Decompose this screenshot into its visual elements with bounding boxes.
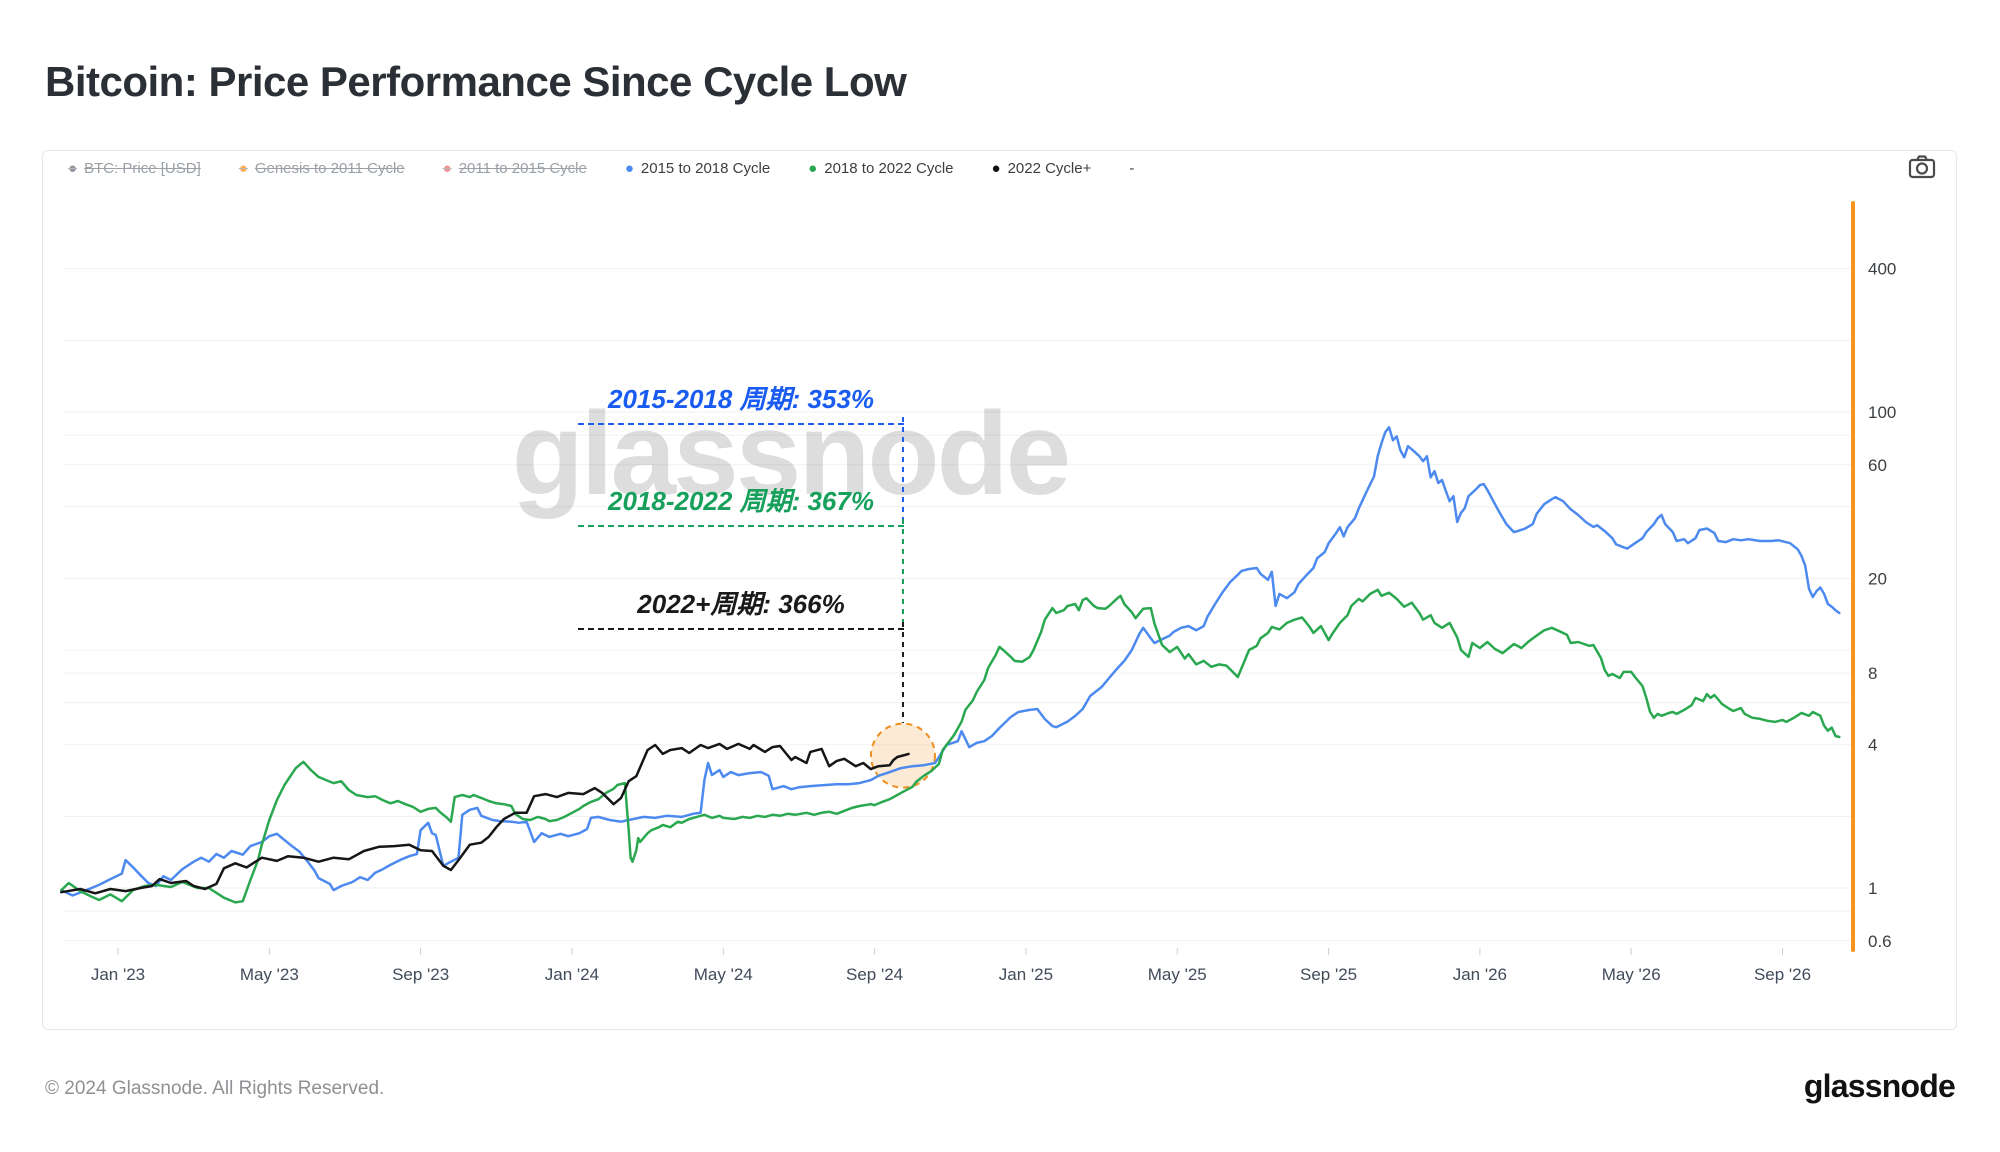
series-dot-icon: ● [624, 160, 634, 177]
x-tick-label: May '26 [1602, 965, 1661, 984]
x-tick-label: May '25 [1148, 965, 1207, 984]
legend-item-dash[interactable]: ●- [1129, 160, 1134, 177]
y-tick-label: 60 [1868, 456, 1887, 475]
x-tick-label: Sep '25 [1300, 965, 1357, 984]
annotation-2022-plus-cycle: 2022+周期: 366% [578, 584, 904, 630]
legend-item-2015-2018[interactable]: ● 2015 to 2018 Cycle [625, 160, 770, 177]
x-tick-label: Sep '24 [846, 965, 903, 984]
legend-label: 2011 to 2015 Cycle [458, 160, 587, 177]
legend-label: 2018 to 2022 Cycle [824, 160, 954, 177]
y-tick-label: 20 [1868, 569, 1887, 588]
gridlines [63, 268, 1853, 942]
legend-item-2011-2015[interactable]: ● 2011 to 2015 Cycle [443, 160, 587, 177]
legend-label: Genesis to 2011 Cycle [254, 160, 405, 177]
x-tick-label: Sep '26 [1754, 965, 1811, 984]
legend-label: 2015 to 2018 Cycle [640, 160, 771, 177]
legend-item-2018-2022[interactable]: ● 2018 to 2022 Cycle [808, 160, 953, 177]
chart-legend: ● BTC: Price [USD] ● Genesis to 2011 Cycle… [68, 160, 1134, 177]
annotation-2015-2018-cycle: 2015-2018 周期: 353% [578, 379, 904, 425]
series-dot-icon: ● [442, 160, 452, 177]
x-tick-label: May '23 [240, 965, 299, 984]
copyright-text: © 2024 Glassnode. All Rights Reserved. [45, 1078, 385, 1099]
x-tick-label: Jan '23 [91, 965, 145, 984]
y-tick-label: 1 [1868, 879, 1877, 898]
legend-item-btc-price[interactable]: ● BTC: Price [USD] [68, 160, 201, 177]
x-tick-label: May '24 [694, 965, 753, 984]
glassnode-logo: glassnode [1803, 1068, 1956, 1104]
x-axis-labels: Jan '23 May '23 Sep '23 Jan '24 May '24 Sep '… [91, 948, 1811, 984]
y-tick-label: 400 [1868, 260, 1896, 279]
y-tick-label: 0.6 [1868, 932, 1892, 951]
y-axis-labels: 400 100 60 20 8 4 1 0.6 [1868, 260, 1896, 951]
camera-icon [1908, 155, 1936, 179]
legend-label: - [1129, 160, 1135, 177]
series-dot-icon: ● [238, 160, 248, 177]
y-tick-label: 100 [1868, 403, 1896, 422]
series-line-2018-to-2022-cycle [60, 588, 1841, 904]
series-dot-icon: ● [808, 160, 818, 177]
legend-label: 2022 Cycle+ [1007, 160, 1092, 177]
glassnode-watermark: glassnode [512, 388, 1069, 520]
chart-card [42, 150, 1957, 1030]
legend-item-2022-plus[interactable]: ● 2022 Cycle+ [992, 160, 1092, 177]
x-tick-label: Jan '26 [1453, 965, 1507, 984]
x-tick-label: Jan '25 [999, 965, 1053, 984]
series-dot-icon: ● [68, 160, 78, 177]
x-tick-label: Sep '23 [392, 965, 449, 984]
x-tick-label: Jan '24 [545, 965, 599, 984]
series-line-2022-cycle+ [60, 742, 910, 895]
y-tick-label: 4 [1868, 736, 1877, 755]
annotation-2018-2022-cycle: 2018-2022 周期: 367% [578, 481, 904, 527]
legend-item-genesis-2011[interactable]: ● Genesis to 2011 Cycle [239, 160, 405, 177]
legend-label: BTC: Price [USD] [84, 160, 201, 177]
y-tick-label: 8 [1868, 664, 1877, 683]
screenshot-camera-button[interactable] [1906, 153, 1938, 183]
page-title: Bitcoin: Price Performance Since Cycle L… [45, 58, 907, 106]
series-dot-icon: ● [991, 160, 1001, 177]
